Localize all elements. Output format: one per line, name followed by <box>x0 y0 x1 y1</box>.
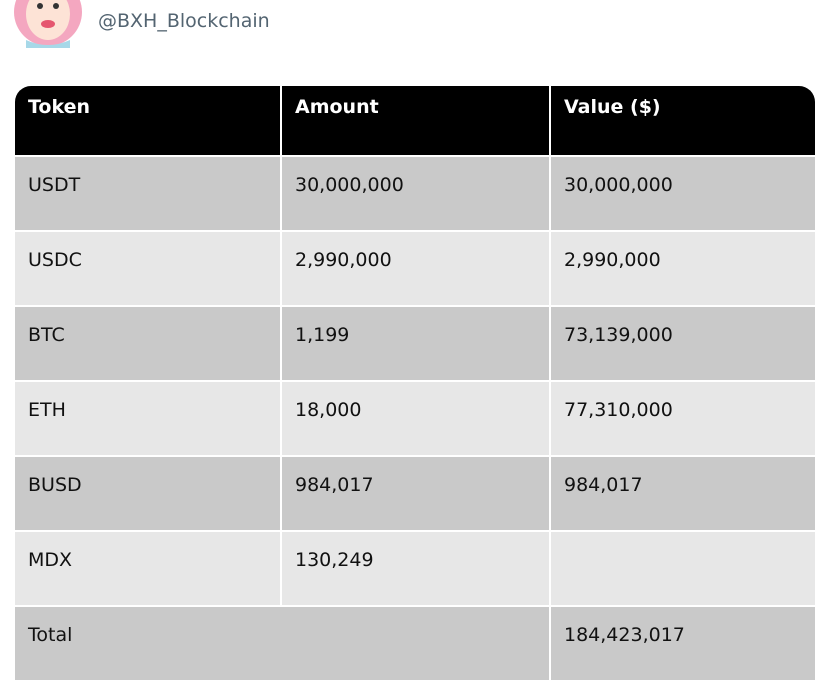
table-cell: BUSD <box>15 457 280 530</box>
table-cell: 18,000 <box>282 382 549 455</box>
table-cell: USDT <box>15 157 280 230</box>
header-cell: Value ($) <box>551 86 815 155</box>
table-cell: 984,017 <box>551 457 815 530</box>
table-cell: ETH <box>15 382 280 455</box>
table-cell: 1,199 <box>282 307 549 380</box>
header-cell: Token <box>15 86 280 155</box>
table-cell: BTC <box>15 307 280 380</box>
table-cell: 130,249 <box>282 532 549 605</box>
table-cell: 2,990,000 <box>551 232 815 305</box>
total-value: 184,423,017 <box>551 607 815 680</box>
avatar[interactable] <box>12 0 86 48</box>
table-cell: 77,310,000 <box>551 382 815 455</box>
page: @BXH_Blockchain Token Amount Value ($) USDT… <box>12 0 815 680</box>
table-cell: 2,990,000 <box>282 232 549 305</box>
table-cell: 30,000,000 <box>282 157 549 230</box>
table-cell: 30,000,000 <box>551 157 815 230</box>
table-cell: MDX <box>15 532 280 605</box>
header-cell: Amount <box>282 86 549 155</box>
table-cell: 73,139,000 <box>551 307 815 380</box>
table-cell <box>551 532 815 605</box>
table: Token Amount Value ($) USDT 30,000,000 30,000… <box>15 86 815 686</box>
table-cell: 984,017 <box>282 457 549 530</box>
total-label: Total <box>15 607 549 680</box>
table-cell: USDC <box>15 232 280 305</box>
user-handle[interactable]: @BXH_Blockchain <box>98 10 270 32</box>
